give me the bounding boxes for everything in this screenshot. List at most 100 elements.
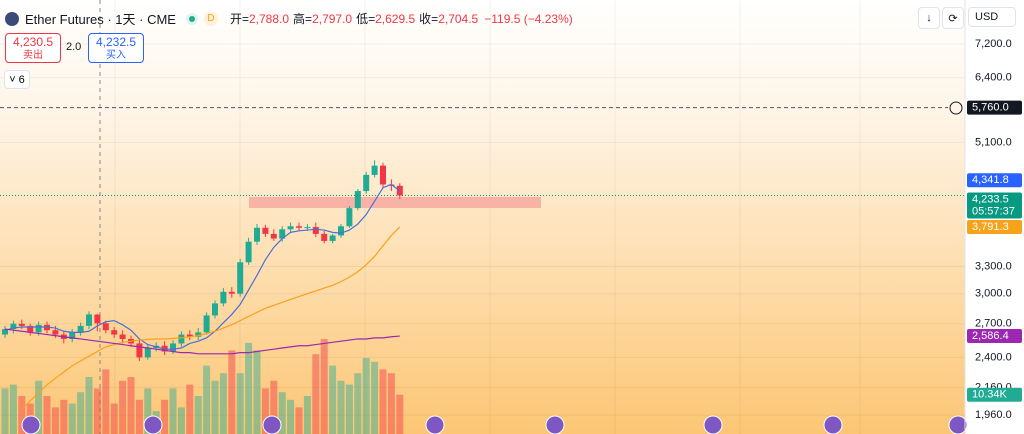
volume-bar [77,392,85,434]
volume-bar [35,380,43,434]
ohlc-item: 开=2,788.0 [230,10,289,27]
price-tag [967,329,1022,344]
candle-body [52,330,59,335]
candle-body [237,262,244,294]
candle-body [212,303,218,316]
volume-bar [354,373,362,434]
volume-bar [177,407,185,434]
price-tag [967,173,1022,188]
volume-bar [144,388,152,434]
sell-label: 卖出 [23,50,43,61]
candle-body [35,324,42,333]
volume-tag [967,387,1022,402]
volume-bar [18,396,26,434]
volume-bar [93,388,101,434]
currency: USD [975,11,999,23]
ohlc-item: 收=2,704.5 [419,10,478,27]
volume-bar [362,358,370,434]
sell-button[interactable]: 4,230.5 卖出 [5,33,61,63]
header: Ether Futures · 1天 · CME D 开=2,788.0 高=2,… [5,9,573,28]
moving-average [21,226,401,410]
volume-bar [245,342,253,434]
indicator-count: 6 [18,73,25,86]
moving-average [4,183,401,350]
drawn-zone[interactable] [249,197,541,208]
y-tick-label: 6,400.0 [975,72,1012,84]
ohlc-label: 收= [419,12,439,26]
event-icons[interactable] [21,415,968,434]
buy-button[interactable]: 4,232.5 买入 [88,33,144,63]
candle-body [10,323,17,330]
ohlc-value: 2,797.0 [312,12,353,26]
price-tag [967,100,1022,115]
volume-bar [127,377,135,434]
candle-body [245,241,252,263]
candle-body [195,332,202,337]
volume-bar [219,373,227,434]
volume-bar [1,388,9,434]
buy-price: 4,232.5 [95,35,137,49]
candle-body [186,334,193,337]
candle-body [203,315,210,333]
candle-body [363,174,370,192]
volume-bar [287,399,295,434]
candle-body [321,233,328,241]
volume-bar [228,350,236,434]
volume-bar [60,399,68,434]
price-tag-label: 4,341.8 [972,174,1009,186]
y-tick-label: 1,960.0 [975,409,1012,421]
volume-bar [396,394,404,434]
volume-bar [329,365,337,434]
volume-bar [387,373,395,434]
volume-bar [169,388,177,434]
y-tick-label: 3,000.0 [975,288,1012,300]
candle-body [69,332,76,339]
candle-body [312,227,319,234]
volume-bar [303,396,311,434]
volume-bar [186,384,194,434]
currency-select[interactable]: USD [968,7,1016,27]
y-tick-label: 2,700.0 [975,318,1012,330]
volume-bar [211,380,219,434]
volume-bar [337,380,345,434]
candle-body [338,226,344,236]
change: −119.5 (−4.23%) [484,11,573,26]
volume-bar [102,369,110,434]
candle-body [111,330,118,335]
sell-price: 4,230.5 [12,35,54,49]
y-tick-label: 3,300.0 [975,260,1012,272]
volume-bar [135,399,143,434]
candle-body [119,334,126,339]
volume-bar [194,396,202,434]
volume-bar [295,407,303,434]
ohlc-value: 2,704.5 [438,12,479,26]
chevron: ˅ [9,73,16,86]
candle-body [346,208,353,227]
countdown: 05:57:37 [972,205,1015,217]
candle-body [102,323,109,331]
add-alert-icon[interactable] [949,101,963,115]
ohlc-item: 高=2,797.0 [293,10,352,27]
candle-body [354,191,361,209]
volume-bar [85,377,93,434]
candle-body [371,165,378,175]
indicators-toggle[interactable]: ˅ 6 [4,70,30,89]
symbol-title[interactable]: Ether Futures · 1天 · CME [25,12,176,27]
y-tick-label: 7,200.0 [975,38,1012,50]
ohlc-value: 2,629.5 [375,12,416,26]
refresh-button[interactable]: ⟳ [942,7,964,29]
volume-bar [161,399,169,434]
candle-body [178,334,185,344]
candle-body [329,235,336,241]
candle-body [170,343,176,352]
ohlc-value: 2,788.0 [249,12,290,26]
candle-body [296,226,302,228]
candle-body [2,329,8,335]
candle-body [262,227,269,234]
candle-body [254,227,260,242]
volume-bar [320,339,328,434]
download-button[interactable]: ↓ [918,7,940,29]
y-tick-label: 2,400.0 [975,351,1012,363]
